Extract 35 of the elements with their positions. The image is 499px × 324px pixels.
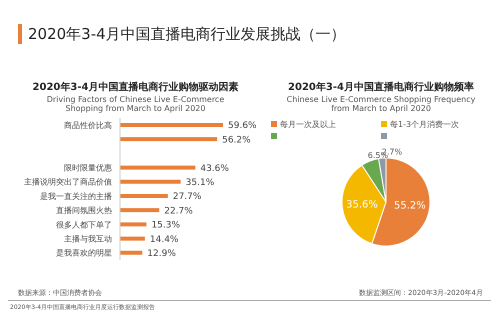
y-tick-label: 商品性价比高 xyxy=(64,120,112,130)
y-tick-label: 限时限量优惠 xyxy=(64,164,112,173)
y-tick-label: 是我喜欢的明星 xyxy=(56,248,112,258)
chart-subtitle: Driving Factors of Chinese Live E-Commerce Shopping from March to April 2020 xyxy=(46,94,226,114)
bar xyxy=(120,236,145,241)
data-label: 12.9% xyxy=(147,248,176,259)
text: 2020年3-4月中国直播电商行业发展挑战（一） xyxy=(28,24,346,44)
bar xyxy=(120,250,142,255)
data-label: 35.6% xyxy=(346,200,378,211)
bar xyxy=(120,222,146,226)
bar xyxy=(120,180,181,184)
data-label: 35.1% xyxy=(186,178,215,188)
data-label: 55.2% xyxy=(394,200,426,212)
data-label: 27.7% xyxy=(172,192,202,202)
bar xyxy=(120,122,223,127)
y-tick-label: 主播说明突出了商品价值 xyxy=(24,178,112,187)
y-tick-label: 很多人都下单了 xyxy=(56,220,112,230)
y-tick-label: 主播与我互动 xyxy=(64,234,112,244)
legend-label: 每1-3个月消费一次 xyxy=(389,118,460,130)
y-tick-label: 是我一直关注的主播 xyxy=(40,192,112,201)
chart-title: 2020年3-4月中国直播电商行业购物驱动因素 xyxy=(32,80,240,94)
bar xyxy=(120,194,168,198)
legend-label: 每月一次及以上 xyxy=(279,118,337,130)
bar xyxy=(120,208,160,212)
data-label: 59.6% xyxy=(228,121,258,132)
data-label: 22.7% xyxy=(164,206,194,216)
data-label: 15.3% xyxy=(151,220,180,231)
chart-title: 2020年3-4月中国直播电商行业购物频率 xyxy=(287,80,475,94)
chart-subtitle: Chinese Live E-Commerce Shopping Frequency from March to April 2020 xyxy=(286,94,476,114)
bar xyxy=(120,166,196,170)
data-label: 56.2% xyxy=(222,135,252,146)
data-label: 14.4% xyxy=(150,234,179,245)
bar xyxy=(120,137,218,142)
y-tick-label: 直播间氛围火热 xyxy=(56,206,112,216)
data-label: 43.6% xyxy=(200,164,230,174)
